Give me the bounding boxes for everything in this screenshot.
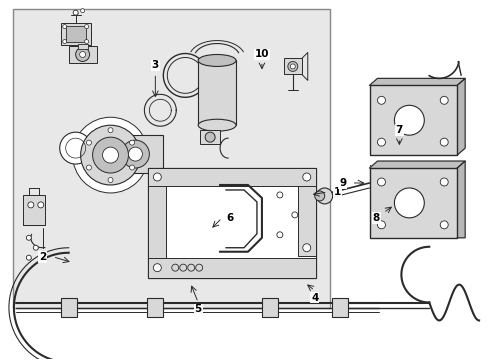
Circle shape — [302, 173, 310, 181]
Bar — [61, 23, 90, 45]
Text: 7: 7 — [395, 125, 402, 135]
Circle shape — [80, 51, 85, 58]
Ellipse shape — [198, 119, 236, 131]
Bar — [13, 9, 329, 307]
Bar — [297, 168, 315, 256]
Text: 1: 1 — [333, 187, 341, 197]
Circle shape — [153, 173, 161, 181]
Circle shape — [92, 137, 128, 173]
Circle shape — [121, 140, 149, 168]
Circle shape — [377, 178, 385, 186]
Circle shape — [108, 128, 113, 133]
Circle shape — [439, 221, 447, 229]
Bar — [148, 168, 315, 186]
Bar — [262, 298, 277, 318]
Circle shape — [73, 117, 148, 193]
Text: 10: 10 — [254, 49, 268, 59]
Circle shape — [33, 245, 38, 250]
Bar — [369, 168, 456, 238]
Text: 5: 5 — [194, 305, 202, 315]
Polygon shape — [369, 161, 464, 168]
Circle shape — [84, 40, 88, 44]
Text: 8: 8 — [372, 213, 379, 223]
Circle shape — [84, 24, 88, 28]
Text: 2: 2 — [39, 252, 46, 262]
Circle shape — [394, 188, 424, 218]
Circle shape — [129, 165, 134, 170]
Text: 6: 6 — [226, 213, 233, 223]
Circle shape — [128, 147, 142, 161]
Polygon shape — [456, 161, 464, 238]
Circle shape — [302, 244, 310, 252]
Circle shape — [76, 48, 89, 62]
Circle shape — [73, 10, 78, 15]
Polygon shape — [456, 78, 464, 155]
Circle shape — [276, 232, 282, 238]
Bar — [147, 298, 163, 318]
Circle shape — [314, 191, 324, 201]
Circle shape — [439, 96, 447, 104]
Circle shape — [28, 202, 34, 208]
Circle shape — [81, 9, 84, 13]
Bar — [198, 60, 236, 125]
Circle shape — [439, 178, 447, 186]
Circle shape — [287, 62, 297, 71]
Circle shape — [187, 264, 194, 271]
Circle shape — [171, 264, 179, 271]
Bar — [65, 26, 85, 41]
Bar — [148, 258, 315, 278]
Bar — [68, 45, 96, 63]
Ellipse shape — [198, 54, 236, 67]
Circle shape — [377, 138, 385, 146]
Bar — [331, 298, 347, 318]
Circle shape — [377, 96, 385, 104]
Bar — [148, 168, 166, 278]
Circle shape — [291, 212, 297, 218]
Circle shape — [205, 132, 215, 142]
Text: 9: 9 — [338, 178, 346, 188]
Bar — [283, 58, 301, 75]
Circle shape — [195, 264, 202, 271]
Circle shape — [377, 221, 385, 229]
Bar — [61, 298, 77, 318]
Circle shape — [108, 177, 113, 183]
Bar — [369, 85, 456, 155]
Bar — [200, 130, 220, 144]
Circle shape — [316, 188, 332, 204]
Text: 3: 3 — [151, 60, 159, 71]
Circle shape — [129, 140, 134, 145]
Circle shape — [86, 165, 91, 170]
Bar — [118, 135, 163, 173]
Circle shape — [81, 125, 140, 185]
Circle shape — [276, 192, 282, 198]
Circle shape — [26, 235, 31, 240]
Bar — [23, 195, 45, 225]
Circle shape — [26, 255, 31, 260]
Circle shape — [62, 24, 66, 28]
Circle shape — [60, 132, 91, 164]
Circle shape — [180, 264, 186, 271]
Circle shape — [153, 264, 161, 272]
Circle shape — [62, 40, 66, 44]
Circle shape — [394, 105, 424, 135]
Circle shape — [290, 64, 295, 69]
Circle shape — [38, 202, 44, 208]
Circle shape — [86, 140, 91, 145]
Circle shape — [102, 147, 118, 163]
Text: 4: 4 — [310, 293, 318, 302]
Bar — [148, 168, 315, 278]
Bar — [78, 44, 87, 49]
Polygon shape — [369, 78, 464, 85]
Circle shape — [439, 138, 447, 146]
